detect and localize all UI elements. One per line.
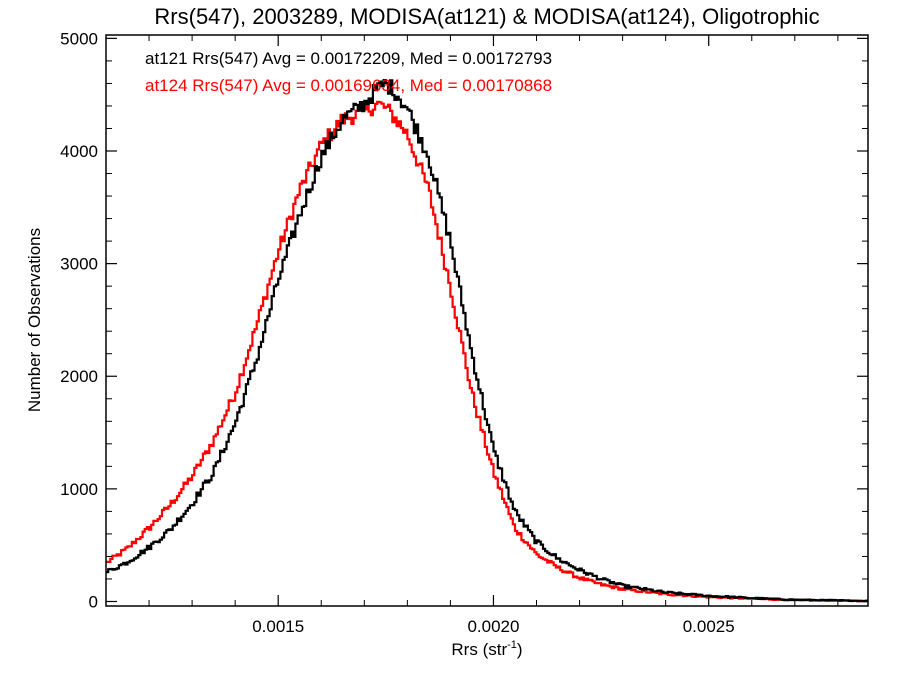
y-tick-label: 1000 <box>60 480 98 499</box>
series-layer <box>106 79 868 603</box>
x-tick-label: 0.0020 <box>467 617 519 636</box>
legend-entry-at121: at121 Rrs(547) Avg = 0.00172209, Med = 0… <box>145 49 552 68</box>
y-axis-label: Number of Observations <box>25 228 44 412</box>
x-tick-label: 0.0025 <box>683 617 735 636</box>
series-line-at121 <box>106 79 868 603</box>
x-axis-label-main: Rrs (str <box>451 640 507 659</box>
y-tick-label: 3000 <box>60 255 98 274</box>
y-tick-label: 0 <box>89 592 98 611</box>
x-axis-label: Rrs (str-1) <box>451 639 522 659</box>
x-tick-label: 0.0015 <box>252 617 304 636</box>
axes-layer: 0.0015 0.0020 0.0025 0 1000 2000 3000 4000 5000 <box>60 29 868 636</box>
plot-frame <box>105 34 869 607</box>
x-axis-label-superscript: -1 <box>507 639 517 651</box>
x-axis-label-close: ) <box>517 640 523 659</box>
y-tick-label: 4000 <box>60 142 98 161</box>
series-line-at124 <box>106 100 868 603</box>
legend-entry-at124: at124 Rrs(547) Avg = 0.00169634, Med = 0… <box>145 76 552 95</box>
chart-title: Rrs(547), 2003289, MODISA(at121) & MODIS… <box>154 4 819 29</box>
y-tick-label: 2000 <box>60 367 98 386</box>
y-tick-label: 5000 <box>60 29 98 48</box>
